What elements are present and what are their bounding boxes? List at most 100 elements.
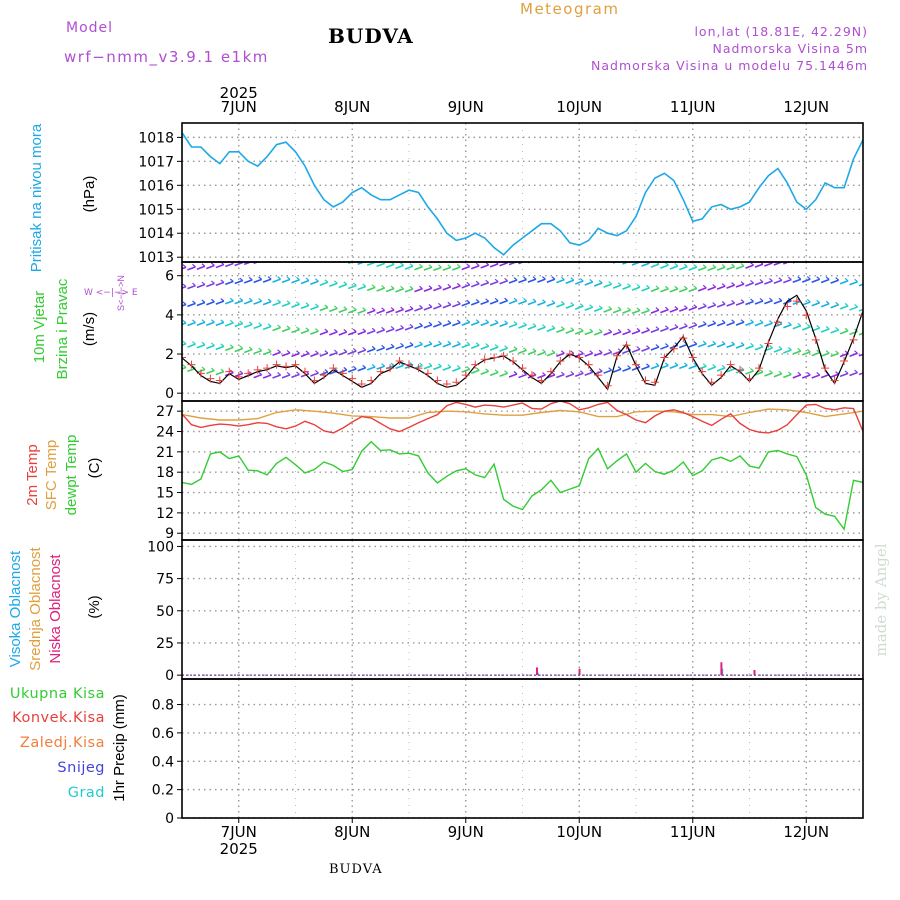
gust-mark [367,376,376,385]
wind-vector-barb [324,369,329,373]
wind-vector [282,258,290,261]
wind-vector-barb [646,345,650,349]
wind-vector [452,285,461,290]
wind-speed-line [182,294,863,391]
wind-vector [196,301,206,307]
wind-vector [622,285,631,290]
wind-vector-barb [475,319,480,323]
wind-vector-barb [655,362,660,367]
wind-vector [820,278,830,284]
wind-vector-barb [437,340,442,345]
wind-vector [754,263,764,268]
wind-vector-barb [523,322,527,326]
wind-vector-barb [854,278,858,283]
wind-vector [792,278,802,283]
wind-vector-barb [182,364,187,368]
wind-vector [196,283,206,289]
gust-mark [537,376,546,385]
wind-vector-barb [447,301,452,306]
wind-vector [489,263,499,268]
wind-vector [442,303,452,309]
wind-vector [253,373,262,379]
wind-vector [631,309,641,315]
wind-vector [858,353,863,357]
wind-vector [697,323,707,328]
wind-vector [187,343,196,348]
wind-vector [182,266,187,270]
wind-vector [243,279,253,284]
wind-vector [622,330,631,336]
wind-vector [546,352,556,357]
wind-vector [272,326,281,332]
wind-vector-barb [513,277,518,281]
wind-vector-barb [788,258,791,261]
wind-vector [452,343,461,348]
gust-mark [263,364,272,373]
wind-vector-barb [769,320,773,324]
wind-vector [182,343,187,347]
wind-vector-barb [702,303,707,307]
wind-vector [716,303,726,308]
wind-vector [641,329,650,334]
wind-vector [433,323,442,328]
wind-vector [574,330,584,335]
wind-vector [300,279,310,285]
wind-vector [707,342,716,348]
gust-mark [707,378,716,387]
wind-vector [414,343,423,349]
wind-vector [839,305,849,310]
wind-vector [480,321,489,327]
cloud-bar [535,667,538,676]
wind-vector-barb [787,276,792,281]
wind-vector-barb [750,368,754,372]
wind-vector [357,367,366,372]
wind-vector-barb [324,304,329,308]
gust-mark [329,364,338,373]
wind-vector [518,324,527,329]
compass-we-label: W <−|−> E [84,288,138,298]
wind-vector-barb [560,350,565,354]
wind-vector-barb [579,370,584,374]
wind-vector-barb [494,319,499,324]
wind-vector [603,283,612,288]
wind-vector-barb [721,319,726,324]
gust-mark [641,376,650,385]
wind-vector-barb [277,349,281,353]
wind-vector [764,372,773,377]
wind-vector-barb [664,262,669,266]
wind-vector [489,346,499,351]
y-tick-label: 1013 [138,250,174,266]
wind-vector-barb [683,285,688,290]
wind-vector-barb [315,350,319,354]
wind-vector [262,374,272,379]
wind-vector-barb [333,280,338,284]
gust-mark [773,318,782,327]
wind-vector [262,300,272,306]
wind-vector [566,258,574,261]
wind-vector-barb [305,302,310,306]
wind-vector-barb [504,277,508,282]
wind-vector-barb [627,328,631,332]
wind-vector [830,329,839,334]
wind-vector [452,302,461,308]
wind-vector-barb [598,305,603,309]
wind-vector-barb [494,369,499,373]
wind-vector-barb [674,342,679,346]
wind-vector [253,349,262,355]
wind-vector [366,262,376,267]
wind-vector-barb [636,327,641,332]
wind-vector [414,287,423,293]
gust-mark [423,369,432,378]
wind-vector [622,367,631,372]
wind-vector [811,374,820,379]
wind-vector [716,367,726,372]
wind-vector [272,301,281,307]
wind-vector-barb [864,256,867,259]
wind-vector [499,372,508,377]
wind-vector-barb [664,343,669,347]
y-tick-label: 0.8 [152,698,174,714]
wind-vector-barb [693,322,698,326]
wind-vector-barb [201,299,206,303]
day-label-top: 9JUN [448,98,484,116]
wind-vector [225,346,234,352]
